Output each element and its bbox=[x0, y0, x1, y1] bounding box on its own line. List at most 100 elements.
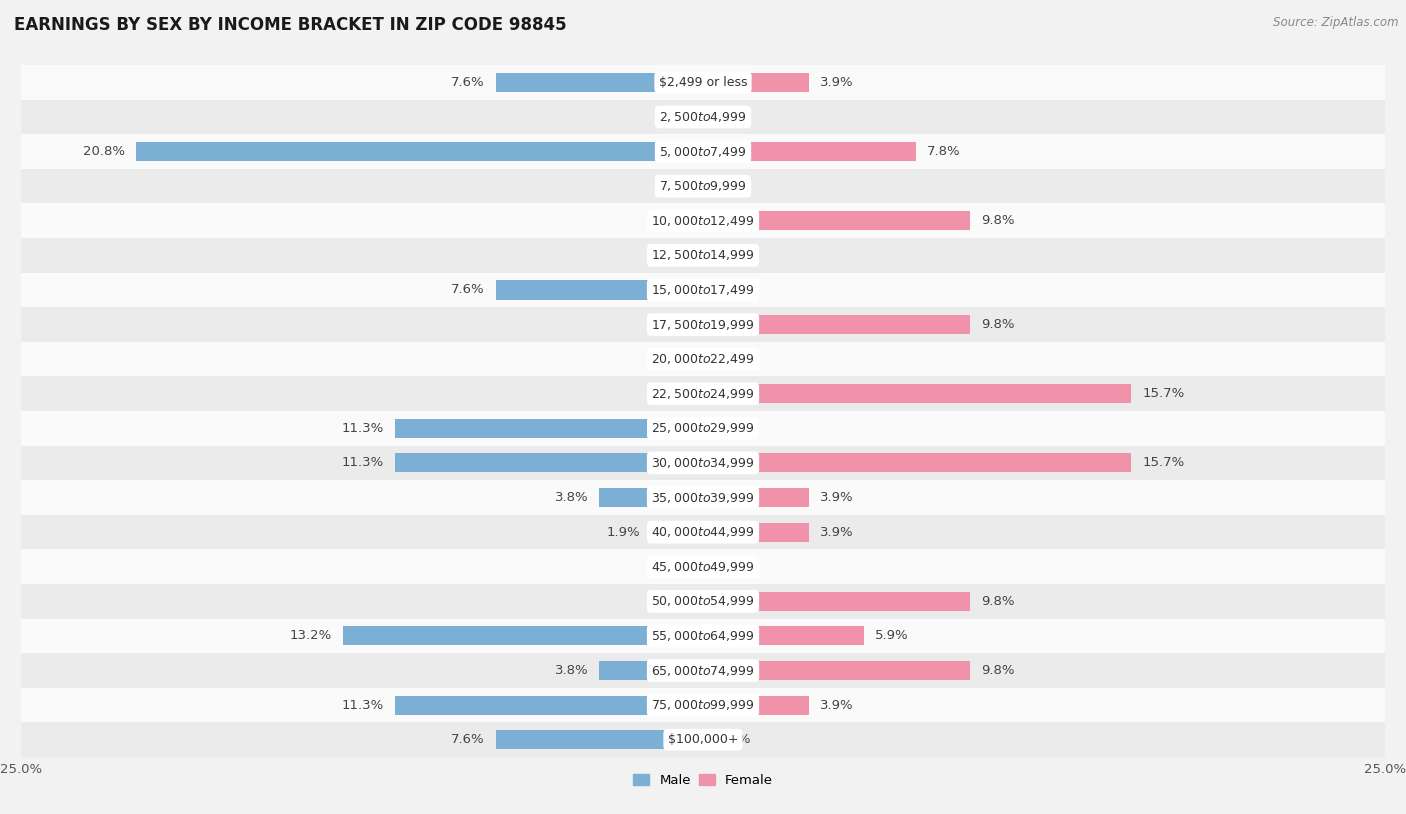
Bar bbox=[703, 142, 915, 161]
Bar bbox=[703, 73, 810, 92]
Text: 0.0%: 0.0% bbox=[717, 283, 751, 296]
Bar bbox=[21, 653, 1385, 688]
Text: 0.0%: 0.0% bbox=[717, 560, 751, 573]
Text: 3.9%: 3.9% bbox=[820, 698, 853, 711]
Text: 3.9%: 3.9% bbox=[820, 491, 853, 504]
Text: 9.8%: 9.8% bbox=[981, 664, 1015, 677]
Bar bbox=[703, 315, 970, 334]
Text: 15.7%: 15.7% bbox=[1142, 457, 1184, 470]
Bar bbox=[135, 142, 703, 161]
Text: 0.0%: 0.0% bbox=[717, 249, 751, 262]
Text: 7.8%: 7.8% bbox=[927, 145, 960, 158]
Text: $12,500 to $14,999: $12,500 to $14,999 bbox=[651, 248, 755, 262]
Text: $40,000 to $44,999: $40,000 to $44,999 bbox=[651, 525, 755, 539]
Bar bbox=[703, 488, 810, 507]
Text: $22,500 to $24,999: $22,500 to $24,999 bbox=[651, 387, 755, 400]
Text: 9.8%: 9.8% bbox=[981, 318, 1015, 331]
Legend: Male, Female: Male, Female bbox=[627, 768, 779, 792]
Bar bbox=[703, 212, 970, 230]
Text: 11.3%: 11.3% bbox=[342, 457, 384, 470]
Bar bbox=[21, 204, 1385, 238]
Bar bbox=[21, 688, 1385, 723]
Text: 0.0%: 0.0% bbox=[655, 318, 689, 331]
Text: Source: ZipAtlas.com: Source: ZipAtlas.com bbox=[1274, 16, 1399, 29]
Bar bbox=[21, 134, 1385, 168]
Text: 0.0%: 0.0% bbox=[655, 249, 689, 262]
Bar bbox=[343, 627, 703, 646]
Bar bbox=[703, 384, 1132, 403]
Text: 3.8%: 3.8% bbox=[555, 491, 589, 504]
Text: 20.8%: 20.8% bbox=[83, 145, 125, 158]
Bar bbox=[21, 168, 1385, 204]
Text: 0.0%: 0.0% bbox=[655, 595, 689, 608]
Bar bbox=[703, 523, 810, 541]
Bar bbox=[599, 661, 703, 680]
Text: 3.8%: 3.8% bbox=[555, 664, 589, 677]
Bar bbox=[395, 453, 703, 472]
Text: 9.8%: 9.8% bbox=[981, 595, 1015, 608]
Text: $30,000 to $34,999: $30,000 to $34,999 bbox=[651, 456, 755, 470]
Text: $100,000+: $100,000+ bbox=[668, 733, 738, 746]
Text: 15.7%: 15.7% bbox=[1142, 387, 1184, 400]
Text: 3.9%: 3.9% bbox=[820, 76, 853, 89]
Text: $20,000 to $22,499: $20,000 to $22,499 bbox=[651, 352, 755, 366]
Text: 5.9%: 5.9% bbox=[875, 629, 908, 642]
Bar bbox=[21, 480, 1385, 514]
Bar bbox=[21, 445, 1385, 480]
Text: $50,000 to $54,999: $50,000 to $54,999 bbox=[651, 594, 755, 608]
Text: $45,000 to $49,999: $45,000 to $49,999 bbox=[651, 560, 755, 574]
Text: $17,500 to $19,999: $17,500 to $19,999 bbox=[651, 317, 755, 331]
Text: 3.9%: 3.9% bbox=[820, 526, 853, 539]
Text: $5,000 to $7,499: $5,000 to $7,499 bbox=[659, 145, 747, 159]
Bar bbox=[496, 73, 703, 92]
Bar bbox=[21, 619, 1385, 653]
Bar bbox=[703, 627, 863, 646]
Text: $2,499 or less: $2,499 or less bbox=[659, 76, 747, 89]
Text: 0.0%: 0.0% bbox=[717, 422, 751, 435]
Text: 9.8%: 9.8% bbox=[981, 214, 1015, 227]
Text: 0.0%: 0.0% bbox=[655, 352, 689, 365]
Text: 0.0%: 0.0% bbox=[717, 111, 751, 124]
Bar bbox=[496, 281, 703, 300]
Text: $35,000 to $39,999: $35,000 to $39,999 bbox=[651, 491, 755, 505]
Text: $7,500 to $9,999: $7,500 to $9,999 bbox=[659, 179, 747, 193]
Bar bbox=[599, 488, 703, 507]
Bar bbox=[651, 523, 703, 541]
Bar bbox=[21, 238, 1385, 273]
Text: 0.0%: 0.0% bbox=[655, 111, 689, 124]
Text: 1.9%: 1.9% bbox=[606, 526, 640, 539]
Text: 7.6%: 7.6% bbox=[451, 283, 485, 296]
Text: 7.6%: 7.6% bbox=[451, 76, 485, 89]
Bar bbox=[496, 730, 703, 749]
Bar bbox=[395, 419, 703, 438]
Text: EARNINGS BY SEX BY INCOME BRACKET IN ZIP CODE 98845: EARNINGS BY SEX BY INCOME BRACKET IN ZIP… bbox=[14, 16, 567, 34]
Text: 0.0%: 0.0% bbox=[655, 560, 689, 573]
Bar bbox=[21, 376, 1385, 411]
Text: 0.0%: 0.0% bbox=[717, 352, 751, 365]
Bar bbox=[21, 65, 1385, 99]
Text: 13.2%: 13.2% bbox=[290, 629, 332, 642]
Bar bbox=[21, 549, 1385, 584]
Bar bbox=[703, 453, 1132, 472]
Text: 7.6%: 7.6% bbox=[451, 733, 485, 746]
Text: 0.0%: 0.0% bbox=[655, 180, 689, 193]
Text: 0.0%: 0.0% bbox=[655, 387, 689, 400]
Text: $55,000 to $64,999: $55,000 to $64,999 bbox=[651, 629, 755, 643]
Bar bbox=[21, 411, 1385, 445]
Bar bbox=[21, 99, 1385, 134]
Text: 11.3%: 11.3% bbox=[342, 422, 384, 435]
Bar bbox=[21, 514, 1385, 549]
Text: $75,000 to $99,999: $75,000 to $99,999 bbox=[651, 698, 755, 712]
Text: $25,000 to $29,999: $25,000 to $29,999 bbox=[651, 422, 755, 435]
Text: 0.0%: 0.0% bbox=[655, 214, 689, 227]
Bar bbox=[395, 696, 703, 715]
Text: $65,000 to $74,999: $65,000 to $74,999 bbox=[651, 663, 755, 677]
Bar bbox=[21, 584, 1385, 619]
Bar bbox=[21, 273, 1385, 307]
Bar bbox=[703, 661, 970, 680]
Bar bbox=[21, 307, 1385, 342]
Text: $10,000 to $12,499: $10,000 to $12,499 bbox=[651, 214, 755, 228]
Bar bbox=[703, 696, 810, 715]
Text: $15,000 to $17,499: $15,000 to $17,499 bbox=[651, 283, 755, 297]
Bar bbox=[703, 592, 970, 610]
